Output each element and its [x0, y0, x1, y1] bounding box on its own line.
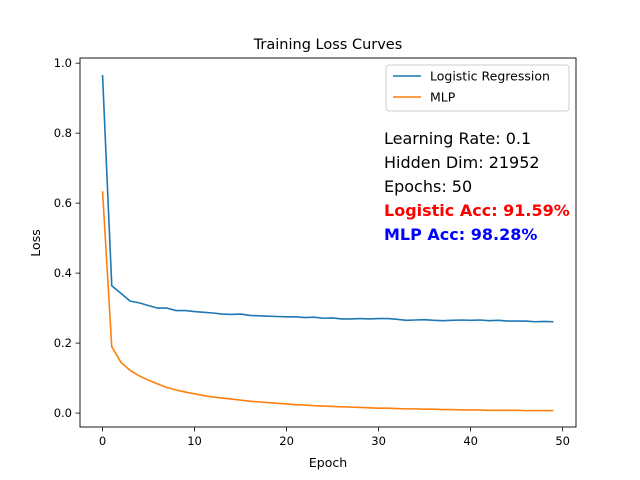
annotation-line: Logistic Acc: 91.59% — [384, 201, 570, 220]
x-tick-label: 50 — [555, 434, 570, 448]
legend-label: Logistic Regression — [430, 69, 550, 84]
x-tick-label: 40 — [463, 434, 478, 448]
series-line-mlp — [101, 191, 554, 412]
legend-frame — [385, 64, 570, 112]
series-line-logistic-regression — [101, 75, 554, 323]
axes-frame — [79, 57, 577, 428]
y-tick-label: 0.8 — [54, 126, 72, 140]
legend-label: MLP — [430, 90, 456, 105]
y-tick-label: 0.6 — [54, 196, 72, 210]
annotation-line: Epochs: 50 — [384, 177, 472, 196]
annotation-line: Hidden Dim: 21952 — [384, 153, 540, 172]
y-axis-label: Loss — [28, 229, 43, 256]
y-tick-label: 0.4 — [54, 266, 72, 280]
axis-ticks: 0 10 20 30 40 50 0.0 0.2 0.4 0.6 0.8 1.0 — [54, 56, 570, 448]
x-tick-label: 0 — [99, 434, 106, 448]
y-tick-label: 1.0 — [54, 56, 72, 70]
y-tick-label: 0.0 — [54, 406, 72, 420]
annotation-line: MLP Acc: 98.28% — [384, 225, 537, 244]
annotation-box: Learning Rate: 0.1 Hidden Dim: 21952 Epoch… — [384, 129, 570, 244]
annotation-line: Learning Rate: 0.1 — [384, 129, 531, 148]
x-tick-label: 10 — [187, 434, 202, 448]
x-tick-label: 30 — [371, 434, 386, 448]
chart-title: Training Loss Curves — [253, 37, 403, 53]
legend: Logistic Regression MLP — [385, 64, 570, 112]
plot-area — [101, 75, 554, 412]
x-tick-label: 20 — [279, 434, 294, 448]
x-axis-label: Epoch — [309, 455, 347, 470]
y-tick-label: 0.2 — [54, 336, 72, 350]
